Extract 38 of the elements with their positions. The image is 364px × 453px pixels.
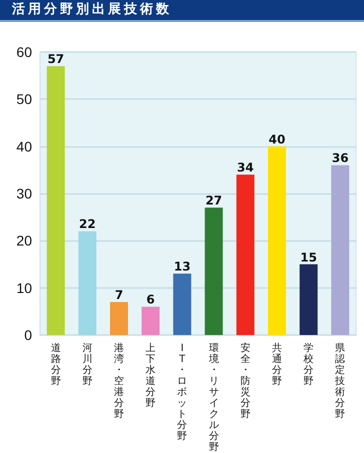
data-label: 40 bbox=[268, 132, 286, 146]
data-label: 57 bbox=[47, 52, 64, 66]
bar bbox=[142, 306, 160, 335]
y-tick-label: 0 bbox=[24, 327, 32, 343]
data-label: 15 bbox=[300, 250, 317, 264]
bar bbox=[268, 146, 286, 335]
y-tick-label: 30 bbox=[16, 186, 32, 202]
x-tick-label: 県認定技術分野 bbox=[334, 343, 346, 420]
data-label: 6 bbox=[146, 292, 155, 307]
data-label: 27 bbox=[205, 194, 222, 208]
chart-title: 活用分野別出展技術数 bbox=[0, 0, 364, 22]
x-tick-label: 河川分野 bbox=[82, 342, 92, 387]
x-tick-label: 港湾・空港分野 bbox=[114, 342, 124, 420]
x-tick-label: 道路分野 bbox=[50, 342, 61, 387]
data-label: 7 bbox=[114, 288, 124, 302]
bar bbox=[46, 66, 65, 335]
y-tick-label: 40 bbox=[16, 138, 32, 154]
bar bbox=[331, 165, 350, 335]
y-tick-label: 20 bbox=[16, 232, 32, 249]
data-label: 13 bbox=[174, 260, 191, 274]
x-tick-label: 学校分野 bbox=[302, 342, 314, 387]
y-tick-label: 10 bbox=[16, 280, 32, 296]
category-label: 環境・リサイクル分野 bbox=[208, 343, 219, 453]
bar bbox=[300, 264, 318, 335]
data-label: 36 bbox=[332, 151, 349, 166]
x-tick-label: 上下水道分野 bbox=[146, 342, 156, 409]
bar bbox=[204, 208, 223, 335]
y-tick-label: 60 bbox=[16, 44, 32, 60]
category-label: IT・ロボット分野 bbox=[177, 343, 188, 442]
x-tick-label: 安全・防災分野 bbox=[240, 342, 250, 420]
x-tick-label: 共通分野 bbox=[272, 342, 282, 387]
bar bbox=[236, 174, 254, 335]
data-label: 34 bbox=[237, 160, 254, 175]
bar bbox=[173, 274, 192, 335]
bar bbox=[78, 231, 96, 335]
bar bbox=[110, 302, 128, 335]
data-label: 22 bbox=[79, 217, 96, 232]
y-tick-label: 50 bbox=[16, 91, 32, 108]
